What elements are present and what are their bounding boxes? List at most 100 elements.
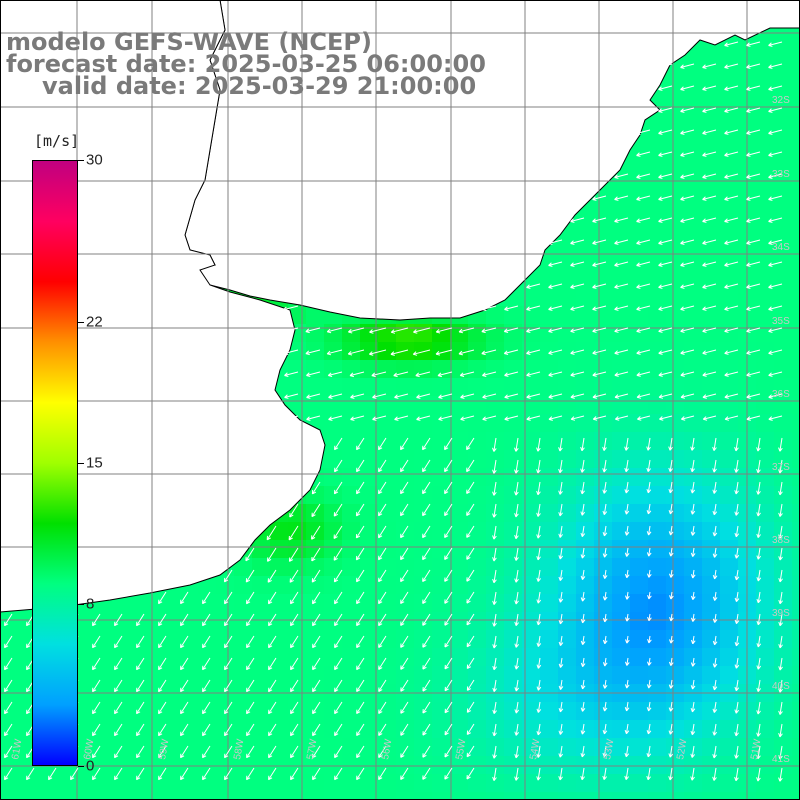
wind-speed-cell xyxy=(702,378,720,396)
wind-speed-cell xyxy=(522,288,540,306)
wind-arrow xyxy=(680,239,695,245)
wind-speed-cell xyxy=(792,342,800,360)
wind-speed-cell xyxy=(468,360,486,378)
wind-speed-cell xyxy=(558,666,576,684)
wind-speed-cell xyxy=(576,414,594,432)
wind-arrow xyxy=(416,393,431,399)
wind-arrow xyxy=(223,569,233,583)
wind-speed-cell xyxy=(360,396,378,414)
wind-speed-cell xyxy=(792,162,800,180)
wind-arrow xyxy=(290,723,299,737)
wind-arrow xyxy=(680,63,695,69)
wind-speed-cell xyxy=(450,594,468,612)
latitude-label: 32S xyxy=(772,95,790,106)
wind-arrow xyxy=(482,393,497,399)
wind-speed-cell xyxy=(342,396,360,414)
wind-arrow xyxy=(690,723,696,736)
wind-speed-cell xyxy=(198,756,216,774)
wind-arrow xyxy=(267,569,277,583)
wind-speed-cell xyxy=(720,54,738,72)
wind-arrow xyxy=(400,723,409,736)
wind-speed-cell xyxy=(684,126,702,144)
wind-speed-cell xyxy=(162,792,180,800)
wind-arrow xyxy=(636,195,651,201)
wind-arrow xyxy=(624,547,630,557)
wind-speed-cell xyxy=(774,270,792,288)
wind-arrow xyxy=(624,723,630,735)
wind-arrow xyxy=(548,371,563,377)
wind-speed-cell xyxy=(180,630,198,648)
wind-speed-cell xyxy=(396,576,414,594)
wind-arrow xyxy=(647,591,652,600)
wind-arrow xyxy=(306,415,321,421)
valid-date: valid date: 2025-03-29 21:00:00 xyxy=(42,72,477,100)
wind-speed-cell xyxy=(450,558,468,576)
wind-speed-cell xyxy=(630,576,648,594)
wind-arrow xyxy=(690,569,696,579)
wind-speed-cell xyxy=(792,72,800,90)
wind-speed-cell xyxy=(720,576,738,594)
wind-speed-cell xyxy=(684,540,702,558)
wind-speed-cell xyxy=(162,594,180,612)
wind-arrow xyxy=(526,305,541,311)
wind-arrow xyxy=(646,547,652,557)
wind-speed-cell xyxy=(594,720,612,738)
wind-arrow xyxy=(444,525,453,539)
wind-speed-cell xyxy=(756,612,774,630)
colorbar-tick-label: 22 xyxy=(86,313,103,331)
wind-arrow xyxy=(768,305,783,311)
wind-speed-cell xyxy=(666,522,684,540)
wind-speed-cell xyxy=(522,594,540,612)
wind-speed-cell xyxy=(648,594,666,612)
wind-arrow xyxy=(702,129,717,135)
wind-speed-cell xyxy=(180,702,198,720)
wind-arrow xyxy=(625,635,630,644)
wind-speed-cell xyxy=(522,792,540,800)
wind-speed-cell xyxy=(18,792,36,800)
wind-speed-cell xyxy=(234,558,252,576)
wind-speed-cell xyxy=(468,342,486,360)
wind-speed-cell xyxy=(558,342,576,360)
wind-speed-cell xyxy=(468,378,486,396)
wind-speed-cell xyxy=(306,558,324,576)
wind-arrow xyxy=(658,283,673,289)
wind-arrow xyxy=(602,635,608,645)
wind-speed-cell xyxy=(666,378,684,396)
wind-arrow xyxy=(614,349,629,355)
wind-arrow xyxy=(114,613,123,627)
wind-arrow xyxy=(444,459,453,473)
wind-arrow xyxy=(312,723,321,737)
wind-speed-cell xyxy=(684,198,702,216)
wind-speed-cell xyxy=(252,756,270,774)
wind-arrow xyxy=(333,547,343,561)
wind-speed-cell xyxy=(378,576,396,594)
wind-arrow xyxy=(400,613,409,626)
wind-speed-cell xyxy=(486,558,504,576)
wind-arrow xyxy=(347,327,365,334)
wind-arrow xyxy=(422,635,431,648)
wind-speed-cell xyxy=(774,612,792,630)
wind-arrow xyxy=(756,679,761,692)
wind-speed-cell xyxy=(612,648,630,666)
wind-speed-cell xyxy=(414,738,432,756)
wind-arrow xyxy=(625,591,630,600)
wind-arrow xyxy=(636,173,651,179)
wind-arrow xyxy=(158,701,167,715)
wind-arrow xyxy=(724,41,739,47)
wind-arrow xyxy=(246,723,255,737)
wind-arrow xyxy=(724,393,739,399)
wind-speed-cell xyxy=(648,396,666,414)
wind-speed-cell xyxy=(144,648,162,666)
wind-speed-cell xyxy=(234,666,252,684)
wind-speed-cell xyxy=(126,720,144,738)
wind-speed-cell xyxy=(630,414,648,432)
wind-arrow xyxy=(378,481,387,495)
wind-arrow xyxy=(558,613,564,625)
wind-arrow xyxy=(558,657,564,668)
wind-arrow xyxy=(614,415,629,421)
wind-arrow xyxy=(356,569,365,583)
colorbar-tick-label: 0 xyxy=(86,757,95,775)
wind-speed-cell xyxy=(324,558,342,576)
wind-speed-cell xyxy=(774,792,792,800)
wind-speed-cell xyxy=(126,756,144,774)
